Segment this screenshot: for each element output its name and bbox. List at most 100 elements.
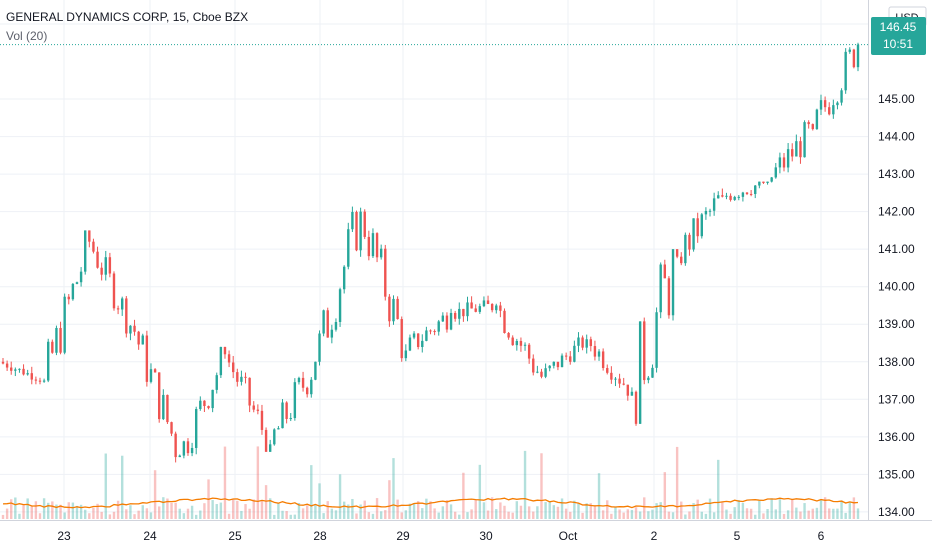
candle-body bbox=[10, 367, 13, 371]
candle-body bbox=[762, 181, 765, 183]
candle-body bbox=[182, 441, 186, 456]
candle-body bbox=[297, 377, 301, 383]
volume-bar bbox=[626, 509, 630, 519]
volume-bar bbox=[141, 505, 144, 519]
volume-bar bbox=[227, 513, 231, 519]
candle-body bbox=[141, 335, 144, 345]
candle-body bbox=[207, 406, 210, 409]
volume-bar bbox=[692, 503, 695, 519]
volume-bar bbox=[622, 512, 625, 519]
volume-bar bbox=[153, 470, 157, 519]
volume-bar bbox=[630, 509, 634, 519]
volume-bar bbox=[400, 512, 403, 519]
volume-bar bbox=[34, 501, 38, 519]
volume-bar bbox=[92, 507, 95, 519]
volume-bar bbox=[774, 509, 777, 519]
volume-bar bbox=[145, 508, 149, 519]
candle-body bbox=[811, 124, 814, 130]
candle-body bbox=[236, 372, 239, 382]
volume-bar bbox=[264, 485, 268, 519]
candle-body bbox=[240, 376, 243, 382]
volume-bar bbox=[236, 500, 239, 519]
volume-bar bbox=[363, 500, 366, 519]
candle-body bbox=[445, 315, 449, 330]
volume-bar bbox=[544, 502, 547, 519]
volume-bar bbox=[474, 499, 477, 519]
candle-body bbox=[149, 369, 153, 382]
time-tick-label: 5 bbox=[734, 529, 741, 543]
candle-body bbox=[486, 300, 490, 304]
volume-bar bbox=[655, 503, 658, 519]
candle-body bbox=[852, 49, 856, 68]
volume-bar bbox=[88, 513, 91, 519]
volume-bar bbox=[421, 508, 424, 519]
volume-bar bbox=[116, 500, 120, 519]
candle-body bbox=[552, 361, 556, 366]
candle-body bbox=[371, 233, 375, 257]
candle-body bbox=[170, 422, 173, 434]
candle-body bbox=[79, 271, 83, 283]
candle-body bbox=[162, 394, 165, 420]
volume-bar bbox=[704, 513, 708, 519]
volume-bar bbox=[844, 512, 847, 519]
volume-bar bbox=[203, 503, 206, 519]
volume-bar bbox=[112, 511, 116, 519]
volume-bar bbox=[129, 505, 132, 519]
candle-body bbox=[717, 195, 720, 199]
volume-bar bbox=[478, 464, 482, 519]
volume-bar bbox=[359, 504, 362, 519]
time-axis-ticks[interactable]: 23 24 25 28 29 30 Oct 2 5 6 bbox=[57, 529, 824, 543]
volume-bar bbox=[618, 509, 621, 519]
candle-body bbox=[795, 141, 798, 157]
candle-body bbox=[848, 49, 851, 52]
candle-body bbox=[18, 368, 21, 370]
volume-bar bbox=[766, 509, 769, 519]
candle-body bbox=[548, 365, 551, 369]
candle-body bbox=[614, 378, 617, 380]
volume-bar bbox=[429, 501, 432, 519]
candle-body bbox=[334, 321, 338, 330]
volume-bar bbox=[758, 500, 761, 519]
candle-body bbox=[342, 266, 346, 290]
candle-body bbox=[244, 376, 247, 378]
volume-bar bbox=[342, 501, 346, 519]
candle-body bbox=[310, 379, 313, 395]
candle-body bbox=[712, 198, 716, 211]
candle-body bbox=[326, 310, 329, 338]
candle-body bbox=[392, 298, 395, 322]
volume-bar bbox=[174, 502, 177, 519]
volume-bar bbox=[104, 453, 107, 519]
volume-bar bbox=[519, 505, 523, 519]
volume-bar bbox=[754, 514, 757, 519]
volume-bar bbox=[527, 506, 531, 519]
candle-body bbox=[59, 327, 62, 353]
candle-body bbox=[194, 409, 198, 448]
volume-bar bbox=[593, 505, 597, 519]
volume-bar bbox=[10, 499, 13, 519]
volume-bar bbox=[819, 500, 823, 519]
volume-bar bbox=[453, 511, 457, 519]
volume-bar bbox=[404, 510, 408, 519]
volume-bar bbox=[470, 509, 473, 519]
candle-body bbox=[791, 149, 794, 157]
volume-bar bbox=[392, 458, 395, 519]
volume-bar bbox=[268, 498, 272, 519]
volume-bar bbox=[458, 514, 461, 519]
volume-bar bbox=[108, 514, 112, 519]
candle-body bbox=[696, 218, 699, 237]
candle-body bbox=[5, 363, 9, 368]
volume-bar bbox=[671, 512, 675, 519]
candle-body bbox=[453, 312, 457, 319]
volume-bar bbox=[606, 500, 609, 519]
volume-bar bbox=[301, 508, 305, 519]
candle-body bbox=[610, 372, 613, 380]
volume-bar bbox=[725, 509, 728, 519]
candle-body bbox=[404, 350, 408, 359]
price-axis-ticks[interactable]: 147.00145.00144.00143.00142.00141.00140.… bbox=[878, 17, 915, 519]
volume-bar bbox=[223, 446, 227, 519]
volume-bar bbox=[1, 514, 5, 519]
volume-bar bbox=[5, 508, 9, 519]
candle-body bbox=[359, 211, 362, 251]
volume-bar bbox=[30, 505, 33, 519]
